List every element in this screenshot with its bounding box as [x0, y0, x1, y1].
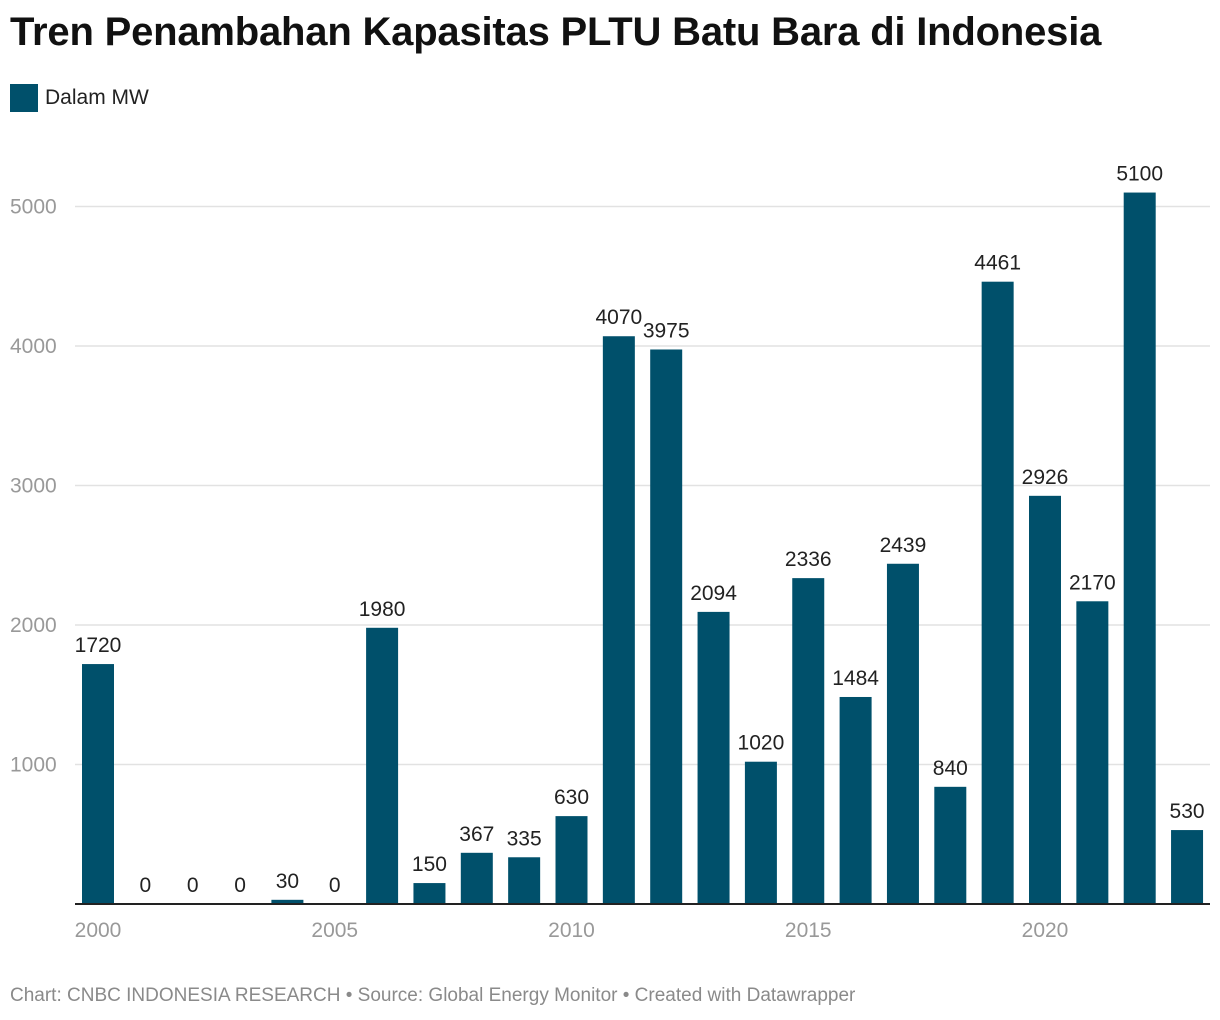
bar: [508, 857, 541, 904]
y-tick-label: 5000: [10, 196, 57, 219]
data-label: 3975: [643, 319, 690, 342]
y-tick-label: 4000: [10, 335, 57, 358]
data-label: 0: [140, 874, 152, 897]
data-label: 367: [459, 823, 494, 846]
x-tick-label: 2000: [75, 919, 122, 942]
data-label: 530: [1170, 800, 1205, 823]
bar: [886, 563, 919, 904]
data-label: 0: [329, 874, 341, 897]
data-label: 1020: [738, 732, 785, 755]
data-label: 5100: [1116, 163, 1163, 186]
data-label: 0: [187, 874, 199, 897]
y-tick-label: 3000: [10, 475, 57, 498]
data-label: 30: [276, 870, 299, 893]
bar: [1171, 830, 1204, 904]
data-label: 4461: [974, 252, 1021, 275]
x-tick-label: 2005: [311, 919, 358, 942]
chart-title: Tren Penambahan Kapasitas PLTU Batu Bara…: [10, 10, 1102, 54]
x-tick-label: 2015: [785, 919, 832, 942]
data-label: 2170: [1069, 571, 1116, 594]
bar: [271, 899, 304, 904]
bar: [366, 627, 399, 904]
data-label: 0: [234, 874, 246, 897]
bar: [839, 696, 872, 904]
y-tick-label: 1000: [10, 754, 57, 777]
y-tick-label: 2000: [10, 614, 57, 637]
data-label: 1720: [75, 634, 122, 657]
data-label: 840: [933, 757, 968, 780]
chart-footer: Chart: CNBC INDONESIA RESEARCH • Source:…: [10, 985, 856, 1006]
legend-label: Dalam MW: [45, 86, 149, 109]
data-label: 4070: [595, 306, 642, 329]
data-label: 2439: [880, 534, 927, 557]
bar: [413, 883, 446, 904]
data-label: 335: [507, 827, 542, 850]
bar: [1123, 192, 1156, 905]
bar: [555, 816, 588, 904]
bar: [981, 281, 1014, 904]
bar: [697, 611, 730, 904]
bar: [934, 786, 967, 904]
bar: [1029, 495, 1061, 904]
data-label: 2926: [1022, 466, 1069, 489]
bar: [602, 336, 635, 904]
x-tick-label: 2020: [1022, 919, 1069, 942]
bar: [460, 852, 493, 904]
bar: [82, 664, 114, 904]
bar: [792, 578, 825, 904]
data-label: 630: [554, 786, 589, 809]
bar-chart: 1000 2000 3000 4000 5000 1720 0 0 0 30 0 1980 150 367…: [10, 163, 1210, 942]
data-label: 1484: [832, 667, 879, 690]
bar: [1076, 601, 1109, 904]
data-label: 2094: [690, 582, 737, 605]
x-tick-label: 2010: [548, 919, 595, 942]
legend-swatch: [10, 84, 38, 112]
bar: [650, 349, 683, 904]
data-label: 2336: [785, 548, 832, 571]
bar: [744, 761, 777, 904]
data-label: 150: [412, 853, 447, 876]
data-label: 1980: [359, 598, 406, 621]
legend: Dalam MW: [10, 84, 149, 112]
